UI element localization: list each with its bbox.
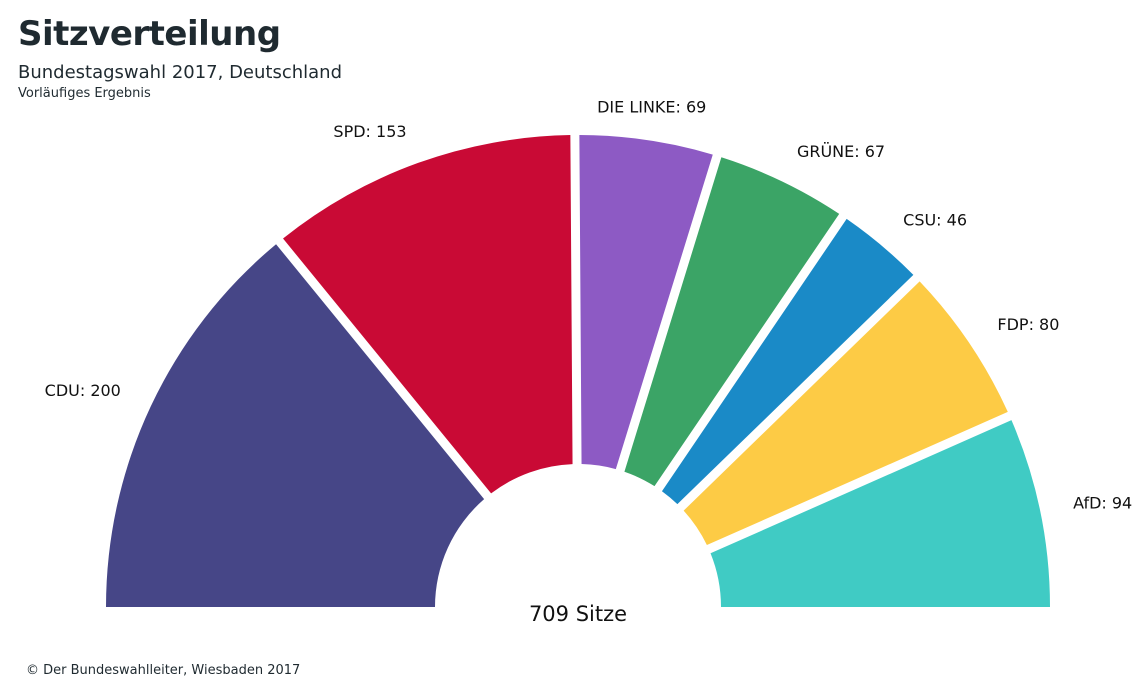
slice-label-cdu: CDU: 200 (45, 381, 121, 400)
slice-label-spd: SPD: 153 (333, 122, 406, 141)
slice-label-die-linke: DIE LINKE: 69 (597, 97, 706, 116)
slice-cdu (106, 244, 485, 607)
slice-spd (283, 135, 573, 494)
slice-label-csu: CSU: 46 (903, 210, 967, 229)
slice-grüne (624, 157, 840, 487)
chart-title: Sitzverteilung (18, 14, 281, 54)
slice-die-linke (579, 135, 713, 470)
source-credit: © Der Bundeswahlleiter, Wiesbaden 2017 (26, 663, 301, 678)
slice-label-grüne: GRÜNE: 67 (797, 142, 885, 161)
center-total-label: 709 Sitze (529, 602, 627, 626)
chart-subtitle: Bundestagswahl 2017, Deutschland (18, 62, 343, 83)
slice-label-fdp: FDP: 80 (997, 315, 1059, 334)
slice-afd (710, 420, 1050, 607)
slice-label-afd: AfD: 94 (1073, 493, 1132, 512)
result-note: Vorläufiges Ergebnis (18, 86, 151, 101)
slice-csu (661, 218, 914, 505)
slice-fdp (683, 281, 1008, 546)
